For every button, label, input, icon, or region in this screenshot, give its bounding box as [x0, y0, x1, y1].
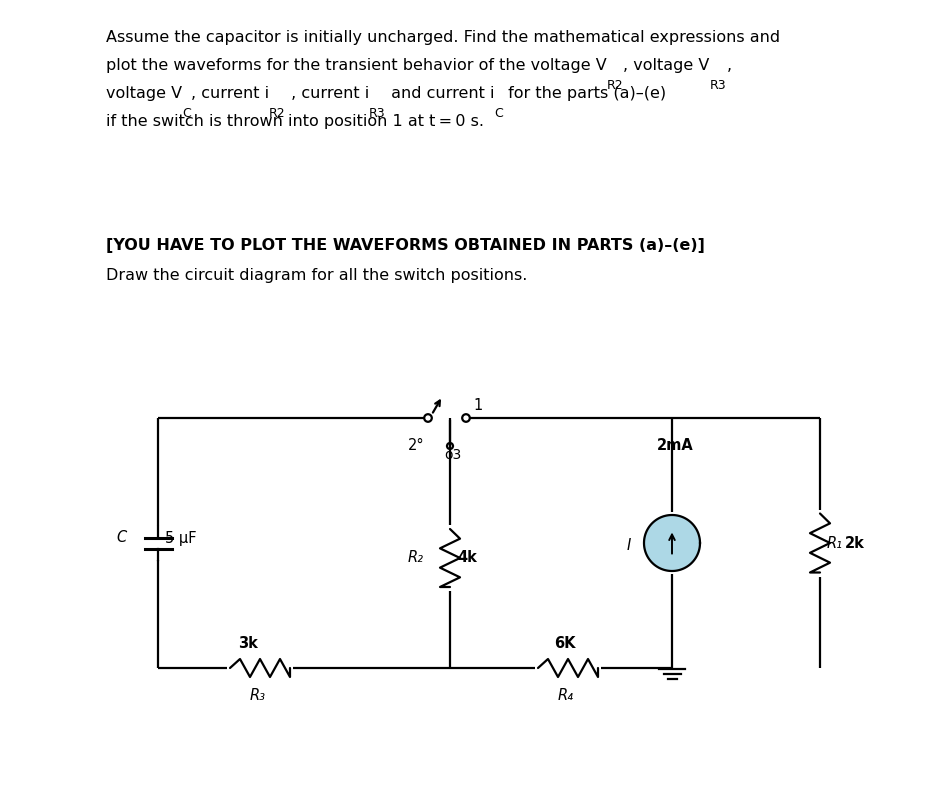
Text: for the parts (a)–(e): for the parts (a)–(e)	[502, 86, 666, 101]
Text: , voltage V: , voltage V	[623, 58, 709, 73]
Text: Draw the circuit diagram for all the switch positions.: Draw the circuit diagram for all the swi…	[106, 268, 527, 283]
Text: R₄: R₄	[557, 688, 573, 703]
Text: 2°: 2°	[408, 438, 424, 453]
Text: R2: R2	[606, 79, 623, 91]
Text: ,: ,	[726, 58, 731, 73]
Text: 1: 1	[473, 399, 481, 414]
Text: , current i: , current i	[285, 86, 368, 101]
Text: C: C	[182, 107, 191, 119]
Text: R₁: R₁	[826, 536, 842, 550]
Text: 2k: 2k	[844, 536, 864, 550]
Text: o3: o3	[444, 448, 461, 462]
Text: and current i: and current i	[385, 86, 494, 101]
Text: plot the waveforms for the transient behavior of the voltage V: plot the waveforms for the transient beh…	[106, 58, 606, 73]
Text: 4k: 4k	[457, 550, 477, 565]
Text: R₃: R₃	[250, 688, 265, 703]
Text: Assume the capacitor is initially uncharged. Find the mathematical expressions a: Assume the capacitor is initially unchar…	[106, 30, 780, 45]
Text: voltage V: voltage V	[106, 86, 182, 101]
Text: I: I	[626, 538, 631, 553]
Text: 2mA: 2mA	[656, 438, 693, 453]
Text: , current i: , current i	[191, 86, 269, 101]
Text: C: C	[116, 530, 126, 545]
Text: R3: R3	[709, 79, 726, 91]
Text: 5 μF: 5 μF	[165, 530, 196, 545]
Text: 3k: 3k	[238, 637, 258, 651]
Text: R2: R2	[269, 107, 285, 119]
Text: R3: R3	[368, 107, 385, 119]
Text: R₂: R₂	[408, 550, 424, 565]
Text: if the switch is thrown into position 1 at t = 0 s.: if the switch is thrown into position 1 …	[106, 114, 483, 129]
Text: 6K: 6K	[553, 637, 575, 651]
Text: C: C	[494, 107, 502, 119]
Text: [YOU HAVE TO PLOT THE WAVEFORMS OBTAINED IN PARTS (a)–(e)]: [YOU HAVE TO PLOT THE WAVEFORMS OBTAINED…	[106, 238, 704, 253]
Polygon shape	[643, 515, 700, 571]
